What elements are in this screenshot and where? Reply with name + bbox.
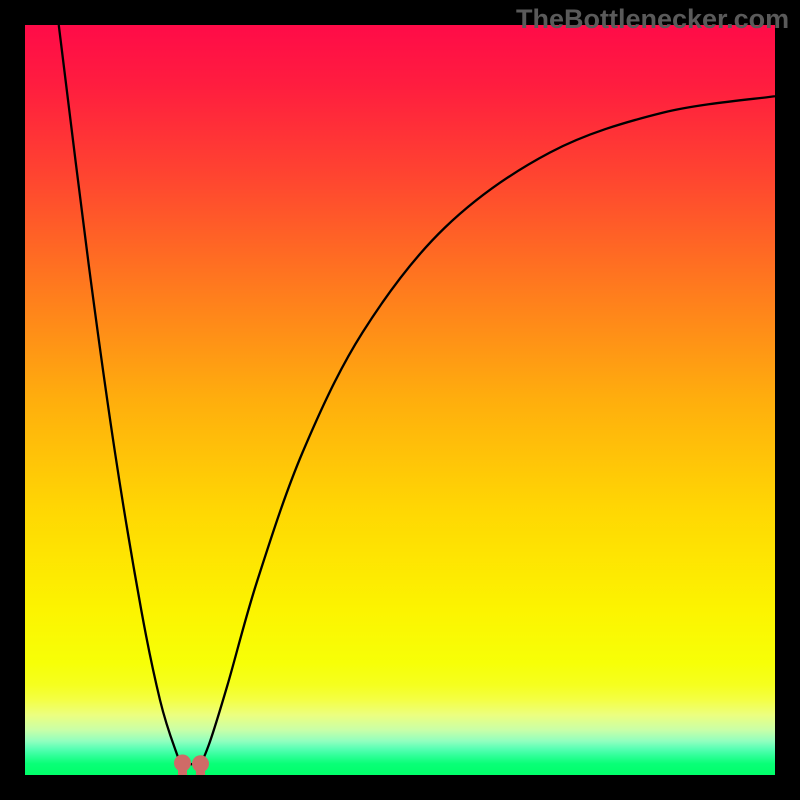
gradient-background	[25, 25, 775, 775]
bottleneck-chart	[25, 25, 775, 775]
watermark-text: TheBottlenecker.com	[516, 4, 789, 35]
